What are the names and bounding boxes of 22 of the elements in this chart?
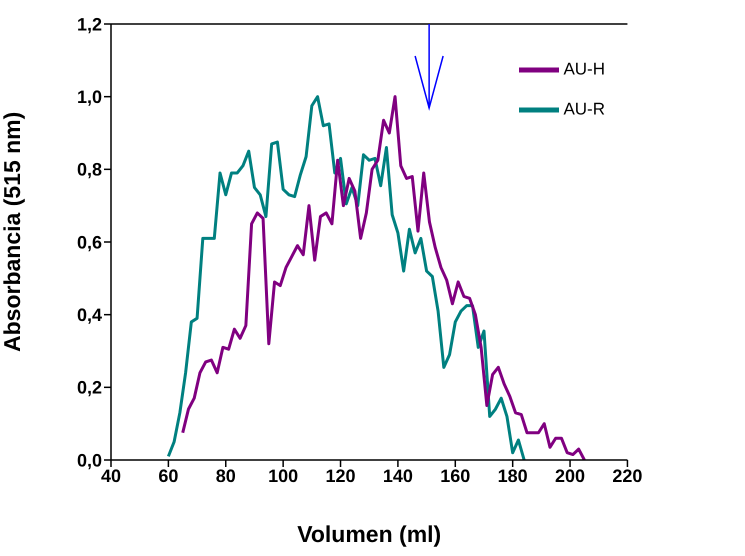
- y-axis-title: Absorbancia (515 nm): [0, 112, 26, 352]
- x-tick-label: 180: [498, 466, 528, 486]
- x-tick-label: 40: [100, 466, 122, 486]
- legend-label: AU-H: [563, 59, 605, 78]
- x-tick-label: 100: [268, 466, 298, 486]
- x-tick-label: 60: [158, 466, 178, 486]
- x-axis-title: Volumen (ml): [297, 521, 442, 547]
- line-series: [166, 95, 526, 460]
- x-tick-label: 120: [326, 466, 356, 486]
- y-tick-label: 0,6: [76, 232, 102, 252]
- x-tick-label: 140: [382, 466, 413, 486]
- x-tick-label: 220: [612, 466, 642, 486]
- y-tick-label: 1,0: [76, 87, 102, 108]
- x-tick-label: 80: [216, 466, 236, 486]
- y-tick-label: 1,2: [76, 14, 102, 34]
- y-tick-label: 0,4: [76, 305, 102, 326]
- y-tick-label: 0,2: [76, 378, 102, 398]
- y-tick-label: 0,0: [76, 450, 102, 470]
- x-tick-label: 160: [440, 466, 470, 486]
- y-tick-label: 0,8: [76, 160, 102, 180]
- x-tick-label: 200: [555, 466, 586, 486]
- legend-label: AU-R: [563, 99, 605, 118]
